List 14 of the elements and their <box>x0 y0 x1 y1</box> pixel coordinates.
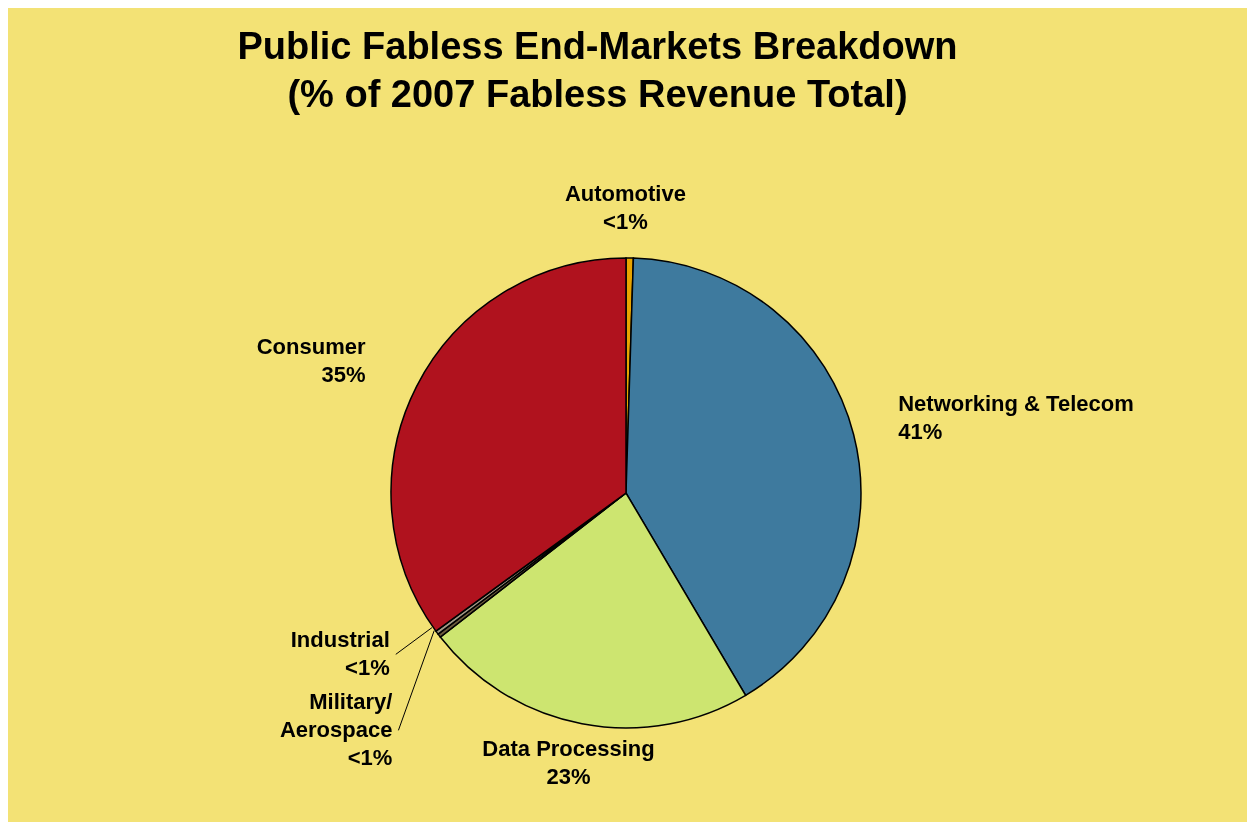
slice-label: Consumer <box>256 333 366 359</box>
slice-label: Data Processing <box>482 736 655 762</box>
data-label: 35% <box>321 361 366 387</box>
data-label: <1% <box>603 209 648 235</box>
slice-label: Industrial <box>290 627 390 653</box>
chart-title: Public Fabless End-Markets Breakdown <box>236 24 959 69</box>
data-label: <1% <box>347 745 393 771</box>
data-label: 41% <box>898 419 943 445</box>
slice-label: Automotive <box>564 181 686 207</box>
data-label: 23% <box>546 764 591 790</box>
data-label: <1% <box>345 655 390 681</box>
slice-label: Military/ Aerospace <box>279 689 393 743</box>
chart-subtitle: (% of 2007 Fabless Revenue Total) <box>286 72 909 117</box>
slice-label: Networking & Telecom <box>898 391 1134 417</box>
